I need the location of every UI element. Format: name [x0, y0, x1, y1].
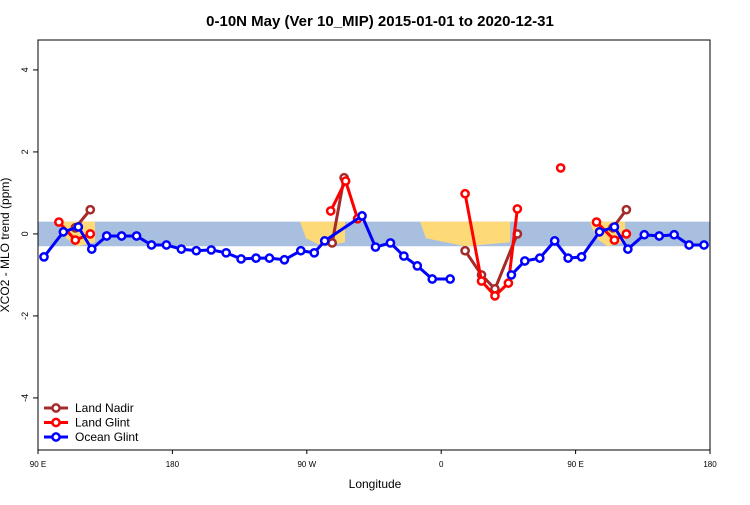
point	[327, 238, 338, 248]
point	[86, 244, 97, 254]
point	[684, 240, 694, 250]
point	[512, 204, 523, 214]
point	[460, 245, 470, 256]
y-tick-label: 4	[20, 67, 30, 72]
y-tick-label: -4	[20, 394, 30, 402]
point	[519, 256, 530, 266]
point	[654, 231, 665, 241]
point	[191, 245, 202, 256]
point	[70, 235, 81, 245]
x-tick-label: 180	[166, 460, 180, 469]
point	[412, 261, 423, 271]
point	[623, 244, 633, 254]
point	[506, 270, 517, 280]
point	[621, 204, 632, 215]
x-axis-label: Longitude	[349, 477, 402, 491]
point	[699, 240, 709, 250]
point	[309, 247, 320, 258]
point	[357, 211, 367, 221]
legend-marker	[51, 417, 61, 428]
point	[490, 290, 500, 301]
point	[549, 236, 560, 246]
point	[116, 231, 127, 241]
point	[370, 242, 381, 252]
point	[319, 236, 330, 246]
point	[176, 244, 187, 254]
point	[73, 222, 84, 232]
plot-frame	[37, 39, 711, 451]
point	[621, 229, 632, 239]
point	[161, 240, 172, 250]
y-tick-label: 0	[20, 231, 30, 236]
point	[85, 204, 96, 215]
point	[101, 231, 112, 241]
legend-label: Land Glint	[75, 416, 130, 430]
point	[639, 229, 650, 240]
point	[609, 222, 620, 232]
point	[295, 245, 306, 256]
legend-marker	[51, 403, 61, 413]
point	[385, 238, 396, 248]
point	[563, 253, 573, 263]
point	[325, 206, 336, 216]
x-tick-label: 180	[703, 460, 717, 469]
point	[39, 252, 49, 262]
point	[609, 235, 620, 245]
land	[420, 221, 510, 247]
point	[594, 227, 605, 237]
point	[340, 176, 351, 186]
y-tick-label: -2	[20, 312, 30, 320]
point	[264, 253, 275, 263]
point	[131, 231, 142, 241]
point	[146, 240, 157, 250]
point	[206, 245, 217, 255]
point	[221, 247, 232, 258]
point	[669, 229, 680, 240]
point	[58, 227, 69, 237]
point	[427, 274, 438, 284]
point	[591, 217, 602, 227]
legend-label: Ocean Glint	[75, 430, 139, 444]
point	[476, 276, 487, 286]
x-tick-label: 90 W	[297, 460, 316, 469]
point	[555, 163, 566, 173]
point	[460, 188, 470, 199]
series-line	[74, 177, 628, 292]
y-axis-label: XCO2 - MLO trend (ppm)	[0, 178, 12, 313]
y-tick-label: 2	[20, 149, 30, 154]
legend-marker	[51, 432, 61, 442]
point	[399, 251, 409, 261]
x-tick-label: 0	[439, 460, 444, 469]
x-tick-label: 90 E	[567, 460, 583, 469]
legend-label: Land Nadir	[75, 401, 134, 415]
point	[576, 252, 587, 262]
point	[445, 274, 456, 284]
point	[279, 254, 290, 265]
point	[534, 253, 545, 263]
point	[236, 254, 246, 264]
point	[503, 278, 514, 288]
x-tick-label: 90 E	[30, 460, 46, 469]
point	[251, 253, 261, 263]
chart-title: 0-10N May (Ver 10_MIP) 2015-01-01 to 202…	[206, 13, 554, 30]
point	[85, 229, 96, 239]
point	[54, 217, 64, 227]
